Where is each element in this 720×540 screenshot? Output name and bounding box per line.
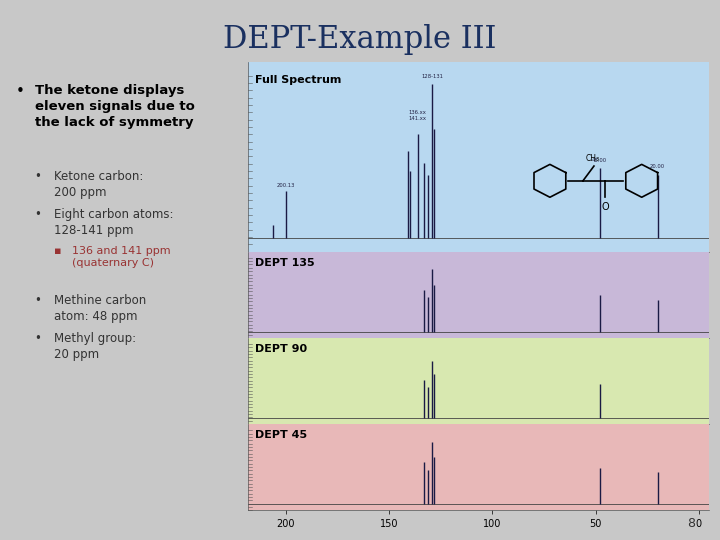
- Text: 136.xx
141.xx: 136.xx 141.xx: [409, 111, 427, 121]
- Text: DEPT 90: DEPT 90: [256, 344, 307, 354]
- Text: Eight carbon atoms:
128-141 ppm: Eight carbon atoms: 128-141 ppm: [54, 208, 174, 237]
- Text: Methyl group:
20 ppm: Methyl group: 20 ppm: [54, 332, 136, 361]
- Text: 200.13: 200.13: [276, 183, 294, 188]
- Text: Methine carbon
atom: 48 ppm: Methine carbon atom: 48 ppm: [54, 294, 146, 323]
- Text: •: •: [35, 208, 42, 221]
- Text: Full Spectrum: Full Spectrum: [256, 76, 342, 85]
- Text: CH₃: CH₃: [586, 154, 600, 163]
- Text: •: •: [35, 294, 42, 307]
- Text: DEPT-Example III: DEPT-Example III: [223, 24, 497, 55]
- Text: DEPT 45: DEPT 45: [256, 430, 307, 440]
- Text: The ketone displays
eleven signals due to
the lack of symmetry: The ketone displays eleven signals due t…: [35, 84, 194, 129]
- Text: ▪: ▪: [54, 246, 61, 256]
- Text: •: •: [35, 170, 42, 183]
- Text: O: O: [601, 202, 609, 212]
- Text: 20.00: 20.00: [650, 165, 665, 170]
- Text: 136 and 141 ppm
(quaternary C): 136 and 141 ppm (quaternary C): [72, 246, 171, 268]
- Text: 48.00: 48.00: [592, 158, 607, 163]
- Text: •: •: [16, 84, 24, 99]
- Text: •: •: [35, 332, 42, 345]
- Text: 8: 8: [687, 517, 695, 530]
- Text: 128-131: 128-131: [421, 74, 444, 79]
- Text: DEPT 135: DEPT 135: [256, 258, 315, 268]
- Text: Ketone carbon:
200 ppm: Ketone carbon: 200 ppm: [54, 170, 143, 199]
